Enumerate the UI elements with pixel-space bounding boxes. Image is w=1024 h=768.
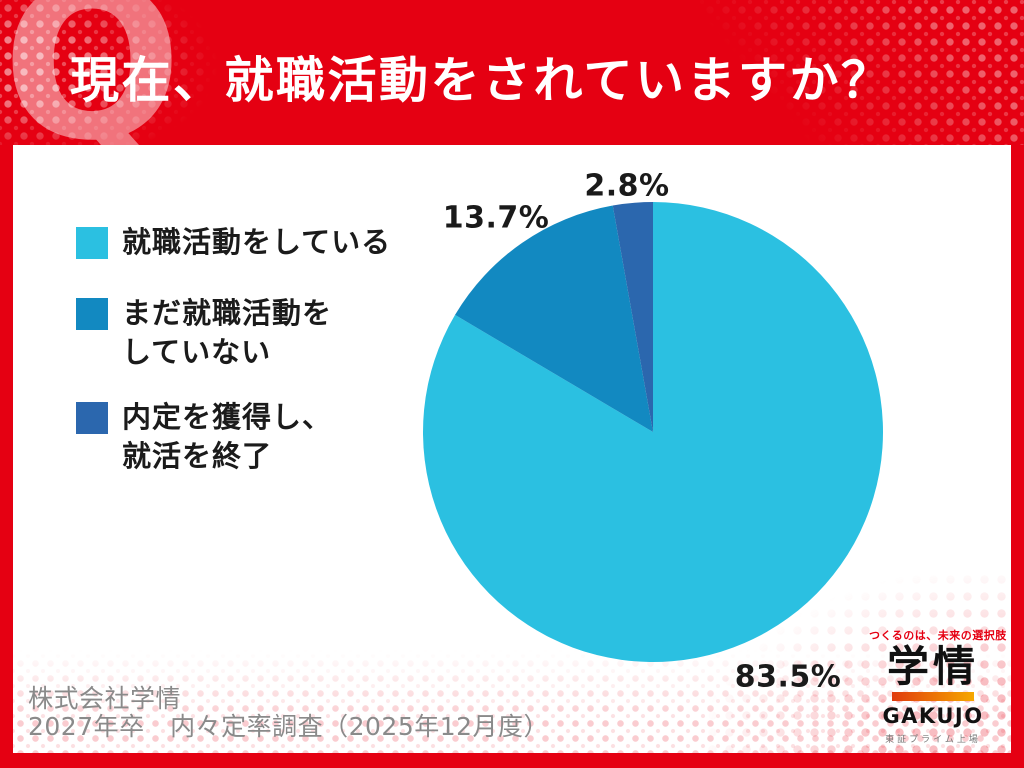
pie-chart xyxy=(423,202,884,662)
logo-name: GAKUJO xyxy=(882,704,984,729)
gakujo-logo: つくるのは、未来の選択肢 学情 GAKUJO 東証プライム上場 xyxy=(869,627,1007,746)
legend-swatch-blue xyxy=(76,298,108,330)
legend-swatch-darkblue xyxy=(76,402,108,434)
survey-name: 2027年卒 内々定率調査（2025年12月度） xyxy=(28,712,550,741)
pie-label-13-7: 13.7% xyxy=(442,200,550,236)
legend-label: 内定を獲得し、 就活を終了 xyxy=(122,400,333,473)
logo-gradient-bar xyxy=(892,692,974,702)
source-note: 株式会社学情 2027年卒 内々定率調査（2025年12月度） xyxy=(28,685,549,741)
page-title: 現在、就職活動をされていますか？ xyxy=(70,52,893,109)
company-name: 株式会社学情 xyxy=(28,684,182,713)
legend-swatch-cyan xyxy=(76,227,108,259)
legend-item-doing-jobhunt: 就職活動をしている xyxy=(76,223,391,262)
legend-item-offer-finished: 内定を獲得し、 就活を終了 xyxy=(76,398,332,476)
content-panel: 就職活動をしている まだ就職活動を していない 内定を獲得し、 就活を終了 83… xyxy=(13,145,1011,753)
header-banner: Q 現在、就職活動をされていますか？ xyxy=(0,0,1024,145)
logo-kanji: 学情 xyxy=(886,642,979,691)
logo-listing: 東証プライム上場 xyxy=(885,735,981,746)
logo-tagline: つくるのは、未来の選択肢 xyxy=(869,629,1007,642)
legend-label: 就職活動をしている xyxy=(122,225,392,259)
pie-slice-2 xyxy=(612,202,653,432)
pie-slice-1 xyxy=(455,205,653,432)
pie-label-2-8: 2.8% xyxy=(584,168,670,204)
pie-svg xyxy=(423,202,884,662)
legend-item-not-yet: まだ就職活動を していない xyxy=(76,294,332,372)
legend-label: まだ就職活動を していない xyxy=(122,296,333,369)
pie-slice-0 xyxy=(423,202,884,662)
pie-label-83-5: 83.5% xyxy=(734,659,842,695)
